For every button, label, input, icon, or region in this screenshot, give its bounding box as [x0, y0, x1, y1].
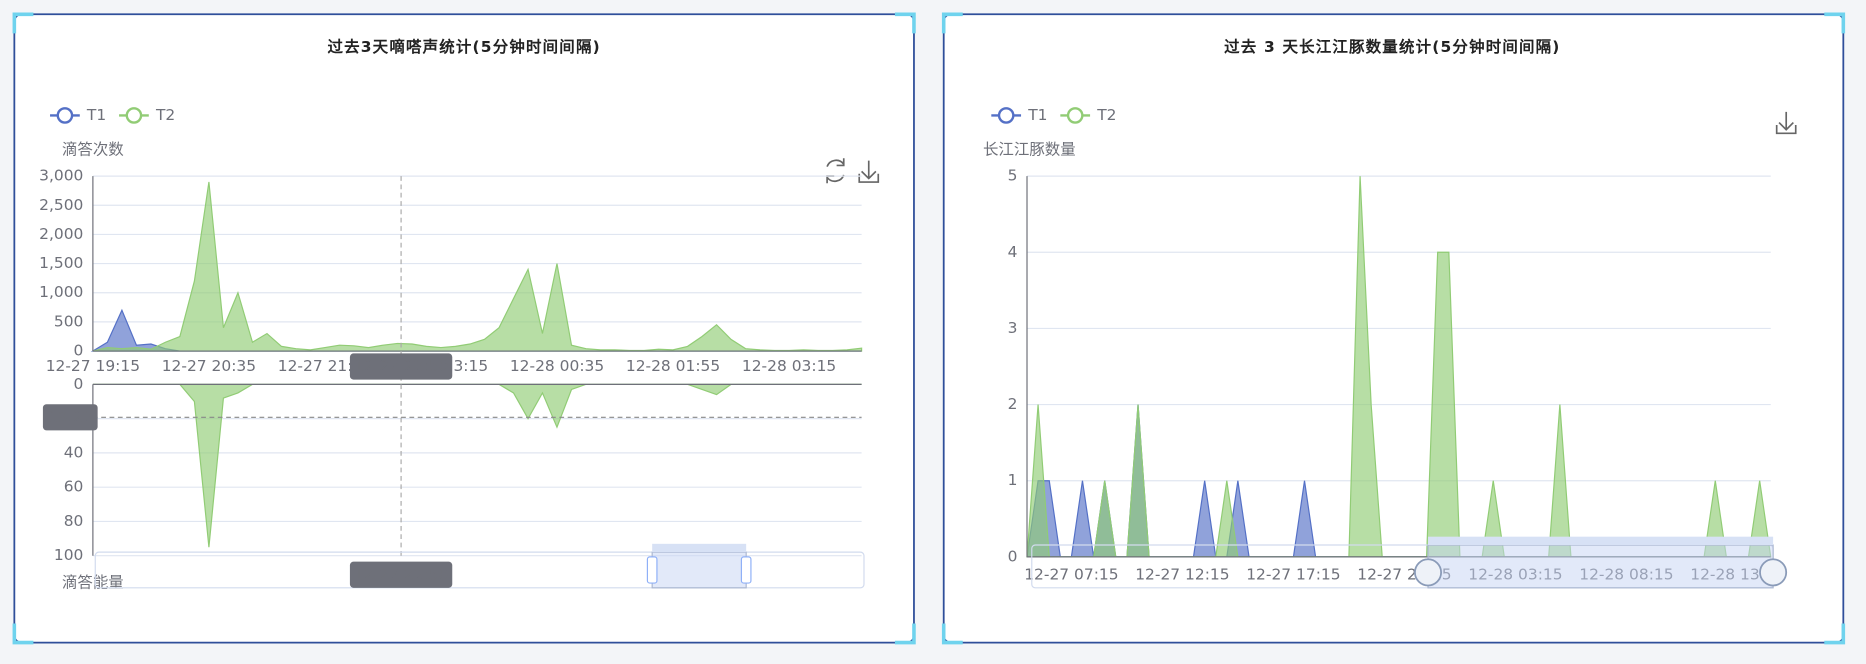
y-tick-label: 1,000 [39, 283, 83, 301]
zoom-handle[interactable] [646, 556, 658, 584]
zoom-handle[interactable] [740, 556, 752, 584]
zoom-handle[interactable] [1759, 558, 1788, 587]
y-tick-label: 60 [64, 478, 84, 496]
y-axis-name: 滴答能量 [62, 574, 124, 592]
legend-icon[interactable] [125, 107, 143, 124]
pointer-badge [349, 561, 453, 588]
y-tick-label: 40 [64, 443, 84, 461]
panel [13, 13, 915, 644]
chart-title: 过去3天嘀嗒声统计(5分钟时间间隔) [327, 37, 600, 56]
x-tick-label: 12-27 20:35 [162, 357, 256, 375]
legend-icon[interactable] [997, 107, 1015, 124]
y-tick-label: 0 [1008, 547, 1018, 565]
pointer-badge [349, 353, 453, 380]
x-tick-label: 12-28 01:55 [626, 357, 720, 375]
legend-icon[interactable] [1066, 107, 1084, 124]
y-tick-label: 5 [1008, 167, 1018, 185]
y-tick-label: 80 [64, 512, 84, 530]
x-tick-label: 12-27 19:15 [46, 357, 140, 375]
area [92, 181, 863, 352]
x-tick-label: 12-27 07:15 [1024, 565, 1118, 583]
zoom-window[interactable] [1427, 544, 1774, 589]
y-tick-label: 100 [54, 546, 84, 564]
legend-label[interactable]: T2 [155, 106, 175, 124]
zoom-bar[interactable] [1428, 536, 1774, 546]
y-tick-label: 1 [1008, 471, 1018, 489]
y-tick-label: 3,000 [39, 167, 83, 185]
zoom-bar[interactable] [652, 543, 747, 553]
y-tick-label: 0 [74, 342, 84, 360]
legend-icon[interactable] [56, 107, 74, 124]
y-tick-label: 2,500 [39, 196, 83, 214]
x-tick-label: 12-28 00:35 [510, 357, 604, 375]
legend-label[interactable]: T2 [1096, 106, 1116, 124]
y-axis-name: 滴答次数 [62, 140, 124, 158]
x-tick-label: 12-27 12:15 [1135, 565, 1229, 583]
y-tick-label: 2,000 [39, 225, 83, 243]
y-tick-label: 1,500 [39, 254, 83, 272]
y-tick-label: 4 [1008, 243, 1018, 261]
pointer-y-label: 19.22 [48, 408, 92, 426]
y-tick-label: 500 [54, 312, 84, 330]
x-tick-label: 12-27 21:55 [278, 357, 372, 375]
zoom-track[interactable] [94, 551, 865, 589]
zoom-window[interactable] [651, 551, 747, 589]
download-icon[interactable] [1775, 111, 1797, 135]
download-icon[interactable] [858, 160, 880, 183]
chart-title: 过去 3 天长江江豚数量统计(5分钟时间间隔) [1224, 37, 1560, 56]
pointer-badge [42, 404, 98, 431]
panel-corners [12, 12, 1846, 645]
y-tick-label: 3 [1008, 319, 1018, 337]
zoom-handle[interactable] [1414, 558, 1443, 587]
y-tick-label: 0 [74, 375, 84, 393]
legend-label[interactable]: T1 [1027, 106, 1047, 124]
pointer-x-label: 12-27 22:50 [354, 357, 448, 375]
y-tick-label: 2 [1008, 395, 1018, 413]
pointer-x-label: 12-27 22:50 [354, 565, 448, 583]
legend-label[interactable]: T1 [86, 106, 106, 124]
y-axis-name: 长江江豚数量 [983, 140, 1076, 158]
x-tick-label: 12-27 17:15 [1246, 565, 1340, 583]
x-tick-label: 12-28 03:15 [742, 357, 836, 375]
